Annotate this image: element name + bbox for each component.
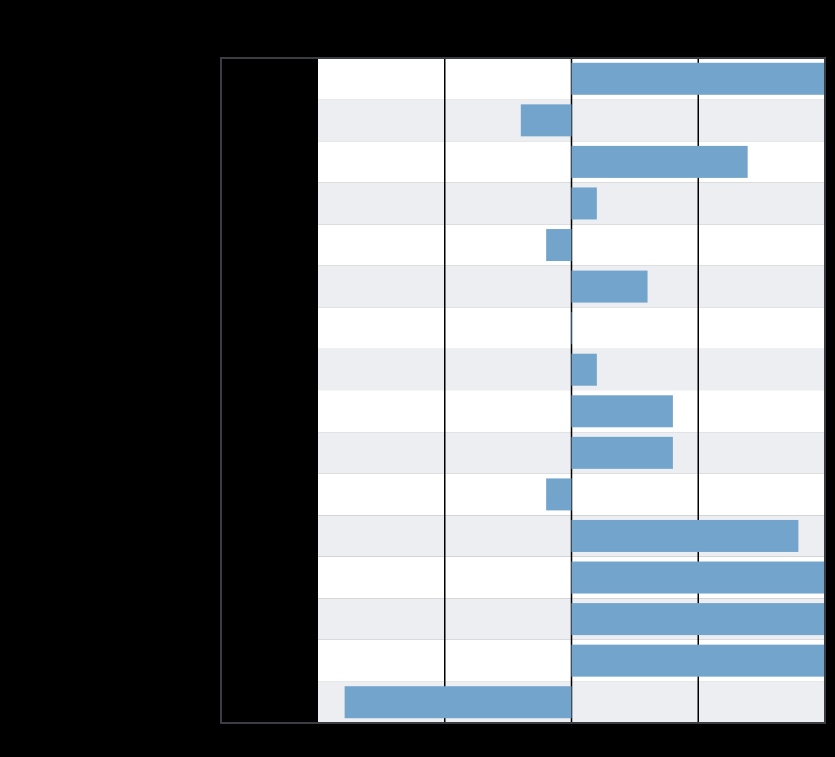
bar xyxy=(546,478,572,511)
bar xyxy=(571,561,825,594)
bar xyxy=(571,519,799,552)
bar xyxy=(571,62,825,95)
frame xyxy=(220,57,826,724)
bar xyxy=(571,187,597,220)
bar xyxy=(571,603,825,636)
bar xyxy=(546,229,572,262)
bar xyxy=(344,686,572,719)
bar xyxy=(571,312,573,345)
label-column xyxy=(221,58,318,723)
plot-area xyxy=(318,58,825,723)
bar xyxy=(571,145,748,178)
bar xyxy=(571,353,597,386)
bar xyxy=(520,104,572,137)
bar xyxy=(571,270,648,303)
bar xyxy=(571,644,825,677)
bar xyxy=(571,395,673,428)
bar xyxy=(571,436,673,469)
